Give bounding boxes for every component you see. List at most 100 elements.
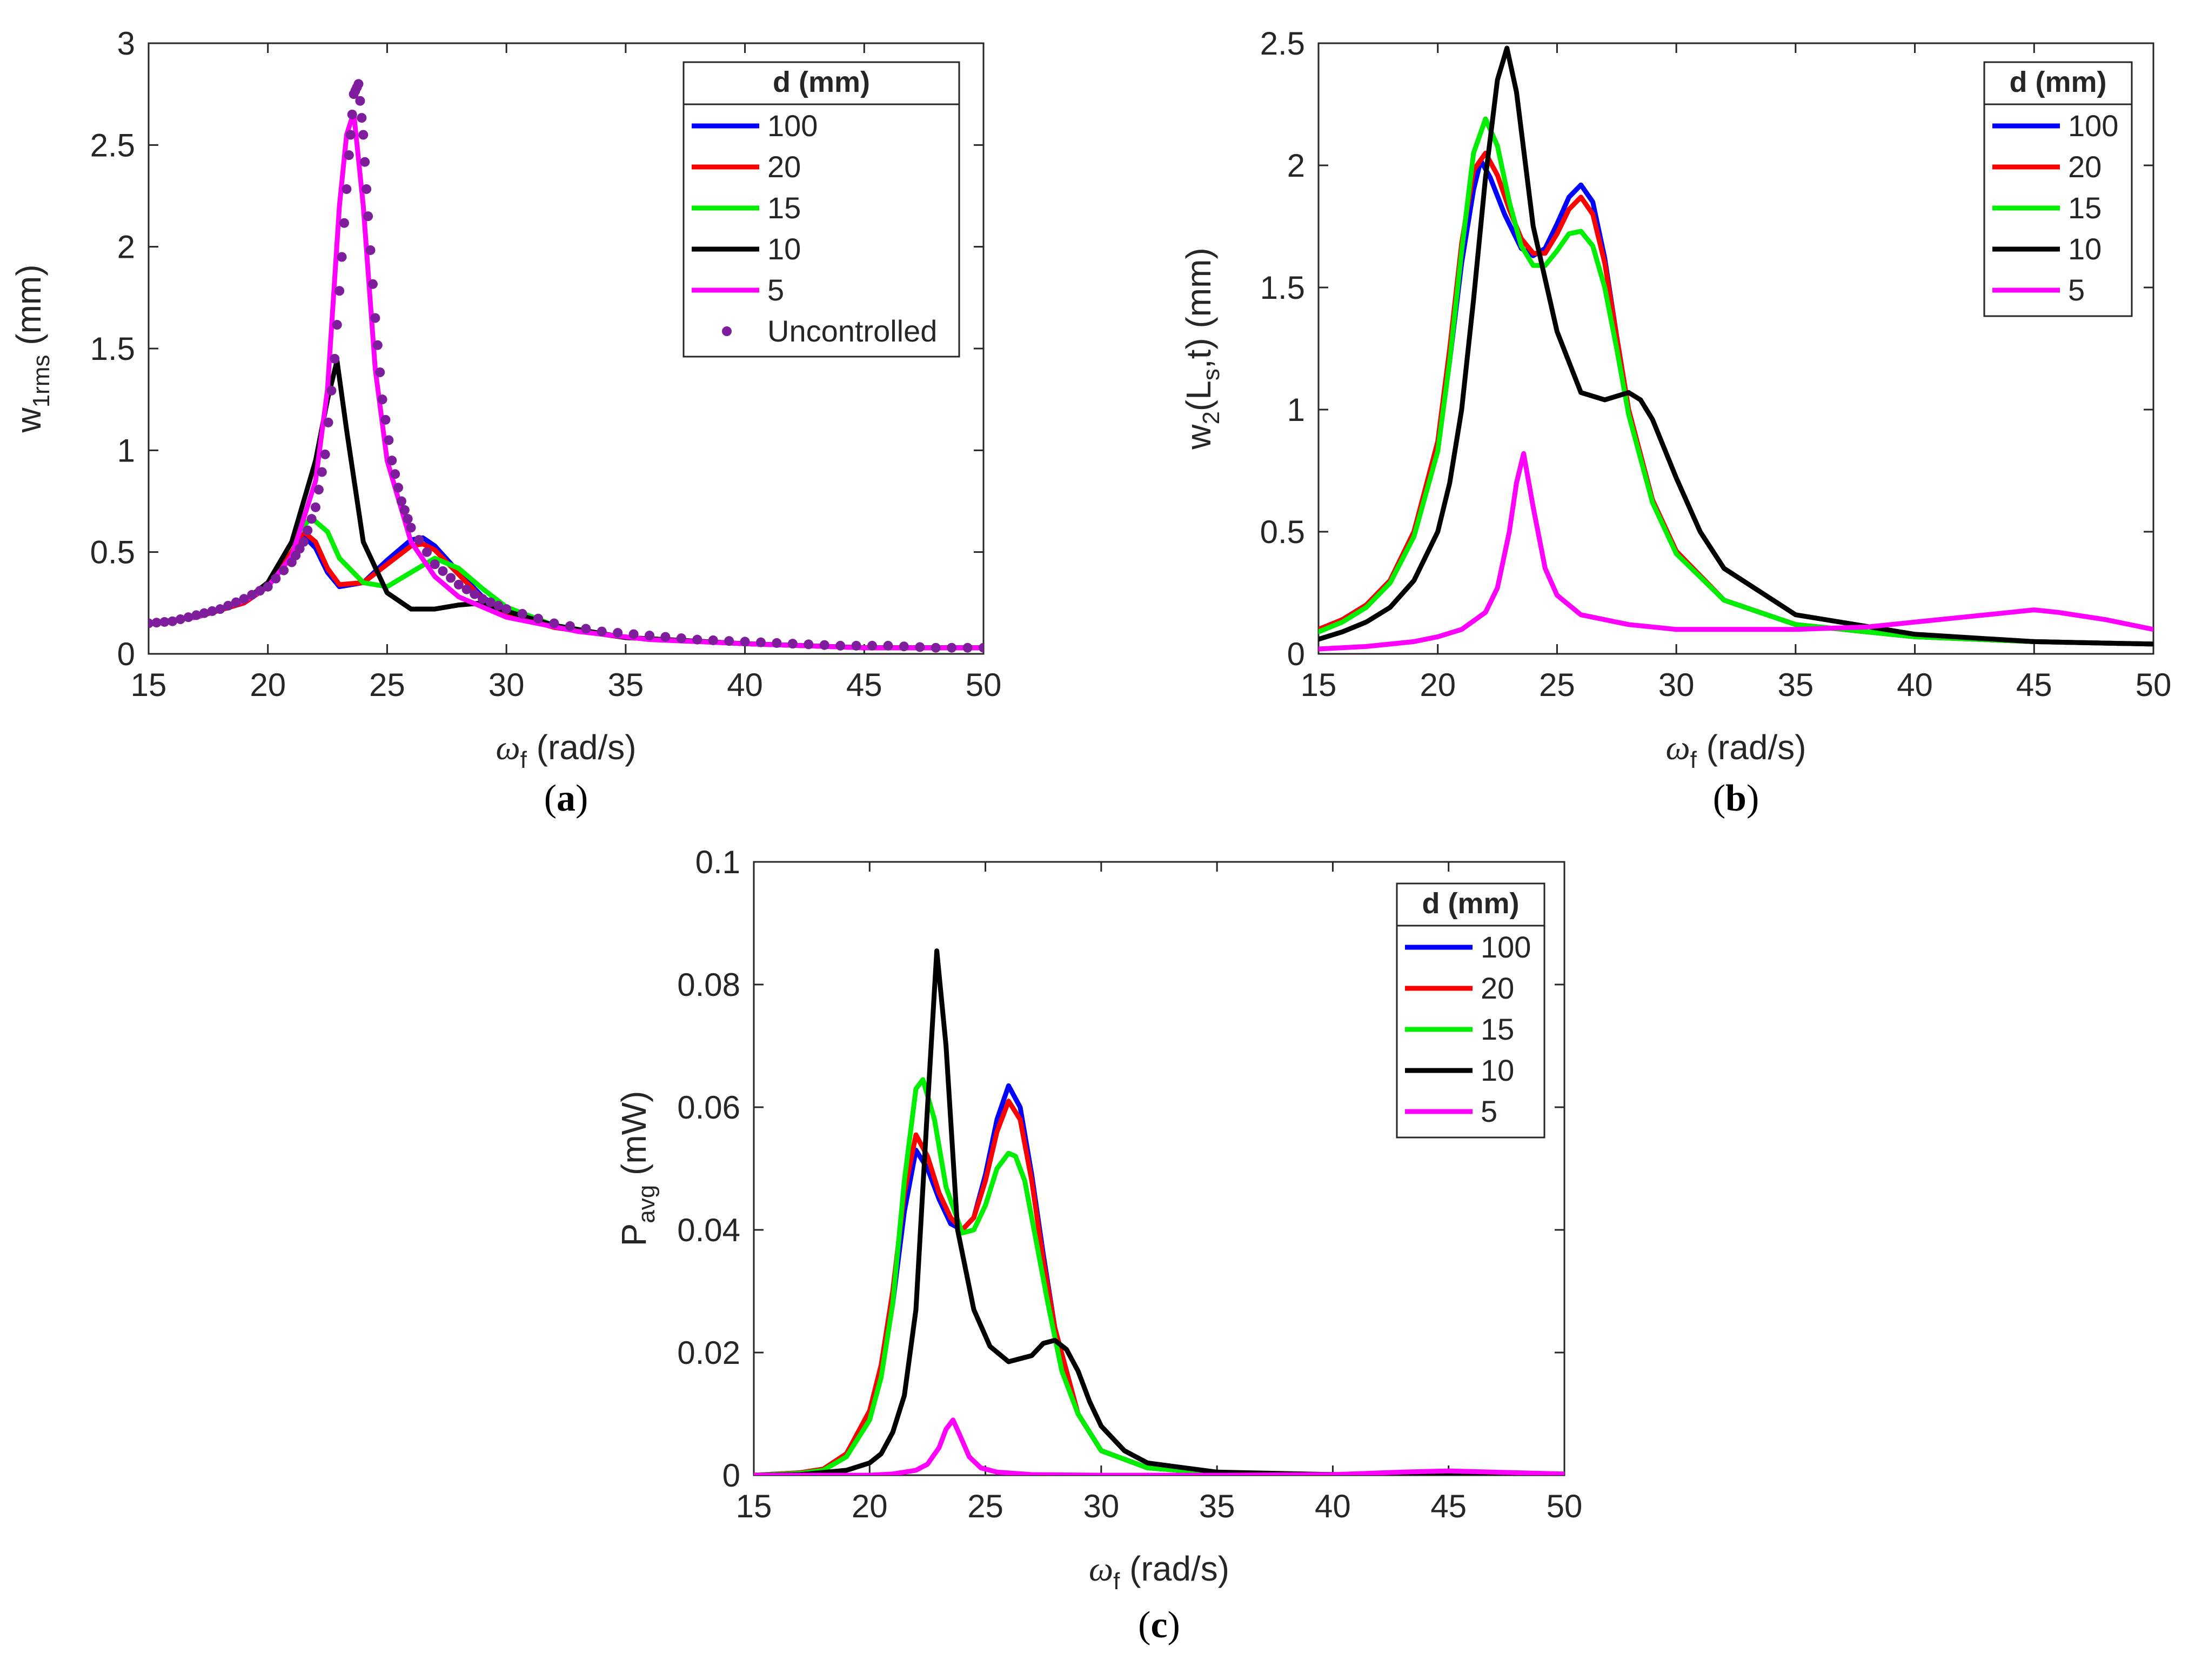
data-point [756, 637, 766, 647]
data-point [384, 435, 394, 445]
data-point [645, 631, 654, 641]
data-point [365, 245, 376, 255]
legend-label: 5 [1481, 1094, 1497, 1128]
legend-entry: 10 [1992, 232, 2102, 266]
x-tick-label: 25 [967, 1488, 1003, 1524]
data-point [223, 600, 233, 611]
data-point [332, 320, 342, 330]
data-point [337, 252, 347, 262]
legend-label: 15 [1481, 1012, 1514, 1046]
data-point [446, 573, 456, 583]
data-point [372, 340, 383, 350]
data-point [345, 130, 356, 140]
legend-entry: 5 [692, 273, 784, 307]
panel-label: (b) [1713, 778, 1759, 819]
series-10-line [754, 948, 1564, 1475]
data-point [199, 608, 209, 618]
y-tick-label: 1.5 [90, 331, 135, 367]
data-point [851, 640, 861, 651]
x-tick-label: 45 [1430, 1488, 1467, 1524]
data-point [724, 636, 734, 646]
data-point [390, 469, 400, 479]
legend-label: 5 [767, 273, 784, 307]
legend-label: Uncontrolled [767, 314, 937, 348]
data-point [239, 594, 249, 604]
x-tick-label: 35 [1777, 667, 1813, 703]
y-axis-label: w2(Ls,t) (mm) [1179, 247, 1224, 450]
data-point [453, 579, 464, 590]
data-point [271, 573, 281, 584]
data-point [298, 537, 309, 547]
data-point [334, 286, 345, 296]
y-tick-label: 2 [117, 229, 135, 265]
y-tick-label: 0.04 [677, 1212, 740, 1248]
y-tick-label: 0 [1287, 636, 1305, 672]
data-point [255, 586, 265, 596]
x-tick-label: 15 [131, 667, 167, 703]
data-point [168, 616, 178, 626]
y-tick-label: 3 [117, 25, 135, 62]
x-tick-label: 20 [852, 1488, 888, 1524]
legend-title: d (mm) [1422, 887, 1520, 920]
x-tick-label: 45 [846, 667, 882, 703]
legend-entry: 100 [1992, 109, 2118, 143]
data-point [899, 641, 909, 652]
x-tick-label: 45 [2016, 667, 2052, 703]
data-point [438, 566, 448, 576]
data-point [493, 600, 504, 611]
data-point [517, 608, 527, 619]
plot-series-group [149, 79, 983, 653]
data-point [303, 525, 313, 536]
data-point [342, 184, 352, 194]
legend-title: d (mm) [773, 66, 870, 98]
y-tick-label: 1 [117, 432, 135, 468]
data-point [478, 594, 487, 604]
x-tick-label: 40 [727, 667, 763, 703]
data-point [403, 514, 413, 524]
data-point [787, 639, 798, 649]
x-axis-label: ωf (rad/s) [1665, 728, 1806, 773]
legend-label: 20 [2068, 150, 2102, 184]
data-point [393, 483, 404, 493]
data-point [355, 96, 365, 106]
panel-label: (c) [1138, 1604, 1180, 1646]
data-point [915, 642, 925, 652]
data-point [804, 639, 814, 650]
y-tick-label: 2.5 [90, 127, 135, 163]
data-point [367, 279, 378, 289]
legend-entry: 20 [1992, 150, 2102, 184]
y-tick-label: 0.5 [90, 534, 135, 571]
legend-entry: 5 [1992, 273, 2085, 307]
y-tick-label: 2.5 [1260, 25, 1305, 62]
data-point [740, 637, 750, 647]
legend-label: 15 [2068, 191, 2102, 225]
x-tick-label: 30 [1658, 667, 1695, 703]
data-point [549, 618, 559, 628]
y-axis-label: Pavg (mW) [614, 1091, 660, 1247]
data-point [191, 610, 202, 620]
y-tick-label: 0 [117, 636, 135, 672]
data-point [676, 633, 686, 644]
data-point [360, 157, 370, 167]
plot-series-group [1319, 45, 2153, 652]
x-tick-label: 35 [1199, 1488, 1235, 1524]
legend-label: 100 [1481, 930, 1531, 964]
data-point [819, 640, 829, 650]
legend-label: 100 [2068, 109, 2118, 143]
data-point [347, 109, 357, 119]
series-10-line [1319, 45, 2153, 647]
x-tick-label: 15 [1301, 667, 1337, 703]
data-point [979, 642, 983, 653]
data-point [215, 604, 225, 614]
x-axis-label: ωf (rad/s) [496, 728, 636, 773]
data-point [708, 635, 718, 645]
data-point [344, 150, 354, 160]
data-point [399, 505, 410, 515]
x-tick-label: 20 [250, 667, 286, 703]
legend-label: 10 [2068, 232, 2102, 266]
data-point [581, 624, 591, 634]
data-point [370, 313, 380, 323]
legend-entry: Uncontrolled [722, 314, 937, 348]
data-point [387, 456, 397, 466]
